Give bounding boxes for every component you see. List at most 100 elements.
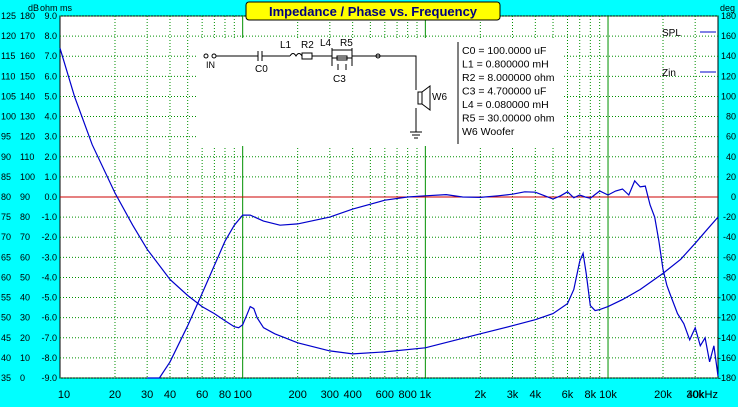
y-tick-label-ohm: 130 <box>20 112 35 122</box>
y-tick-label-deg: -180 <box>718 373 736 383</box>
schematic-label-r2: R2 <box>301 40 314 51</box>
y-tick-label-deg: -120 <box>718 313 736 323</box>
x-tick-label: 30 <box>141 389 153 401</box>
x-tick-label: 10k <box>599 389 617 401</box>
y-tick-label-ms: 2.0 <box>44 152 57 162</box>
y-tick-label-deg: -140 <box>718 333 736 343</box>
x-tick-label: 3k <box>507 389 519 401</box>
y-tick-label-ohm: 110 <box>20 152 34 162</box>
y-axis-label-db: dB <box>28 3 39 13</box>
y-tick-label-ms: -3.0 <box>41 252 57 262</box>
y-tick-label-ms: 0.0 <box>44 192 57 202</box>
junction <box>375 53 381 59</box>
series-line-zin <box>59 48 719 355</box>
inductor-resistor-l1-r2 <box>289 52 332 60</box>
y-tick-label-ohm: 120 <box>20 132 35 142</box>
y-tick-label-spl: 70 <box>1 232 11 242</box>
y-tick-label-ms: -7.0 <box>41 333 57 343</box>
capacitor-c0 <box>216 51 290 61</box>
circuit-schematic: IN C0 L1 R2 L4 R5 C3 W6 C0 = 100.0000 uF L1 = 0.8… <box>196 38 564 146</box>
x-tick-label: 200 <box>288 389 306 401</box>
y-tick-label-ohm: 80 <box>20 212 30 222</box>
y-tick-label-spl: 120 <box>1 31 16 41</box>
x-tick-label: 4k <box>530 389 542 401</box>
y-tick-label-ohm: 150 <box>20 71 35 81</box>
x-tick-label: 10 <box>58 389 70 401</box>
y-tick-label-spl: 75 <box>1 212 11 222</box>
schematic-label-in: IN <box>206 60 215 70</box>
y-tick-label-ms: 9.0 <box>44 11 57 21</box>
component-value-6: W6 Woofer <box>462 126 515 138</box>
x-tick-label: 600 <box>376 389 394 401</box>
x-tick-label: 20k <box>654 389 672 401</box>
component-value-5: R5 = 30.00000 ohm <box>462 113 555 125</box>
y-tick-label-ms: -8.0 <box>41 353 57 363</box>
y-tick-label-deg: 0 <box>731 192 736 202</box>
x-tick-label: 400 <box>343 389 361 401</box>
y-tick-label-spl: 45 <box>1 333 11 343</box>
y-tick-label-ms: 5.0 <box>44 91 57 101</box>
x-tick-label: 2k <box>475 389 487 401</box>
y-tick-label-ohm: 140 <box>20 91 35 101</box>
y-tick-label-deg: -100 <box>718 293 736 303</box>
y-tick-label-spl: 35 <box>1 373 11 383</box>
y-tick-label-ms: 3.0 <box>44 132 57 142</box>
y-tick-label-spl: 125 <box>1 11 16 21</box>
y-tick-label-ohm: 40 <box>20 293 30 303</box>
y-tick-label-ohm: 170 <box>20 31 35 41</box>
y-tick-label-deg: 80 <box>726 112 736 122</box>
y-tick-label-spl: 90 <box>1 152 11 162</box>
y-tick-label-spl: 65 <box>1 252 11 262</box>
legend-entry-zin: Zin <box>662 68 676 79</box>
y-tick-label-deg: 20 <box>726 172 736 182</box>
y-tick-label-ms: -1.0 <box>41 212 57 222</box>
schematic-label-w6: W6 <box>432 92 447 103</box>
schematic-label-l4: L4 <box>320 38 332 49</box>
y-tick-label-deg: 40 <box>726 152 736 162</box>
y-tick-label-spl: 55 <box>1 293 11 303</box>
driver-w6-icon <box>417 85 431 111</box>
y-tick-label-ohm: 20 <box>20 333 30 343</box>
y-tick-label-ms: 8.0 <box>44 31 57 41</box>
y-tick-label-ohm: 0 <box>20 373 25 383</box>
component-value-2: R2 = 8.000000 ohm <box>462 72 555 84</box>
y-axis-label-ohm-ms: ohm ms <box>40 3 73 13</box>
parallel-l4-r5-c3 <box>331 48 353 70</box>
y-tick-label-ohm: 180 <box>20 11 35 21</box>
y-tick-label-spl: 115 <box>1 51 15 61</box>
y-tick-label-ohm: 10 <box>20 353 30 363</box>
y-axis-label-deg: deg <box>720 3 735 13</box>
x-tick-label: 40kHz <box>687 389 718 401</box>
y-tick-label-deg: 60 <box>726 132 736 142</box>
x-tick-label: 1k <box>420 389 432 401</box>
x-tick-label: 30k <box>686 389 704 401</box>
schematic-label-c0: C0 <box>255 64 268 75</box>
y-tick-label-ohm: 90 <box>20 192 30 202</box>
component-value-0: C0 = 100.0000 uF <box>462 45 546 57</box>
y-tick-label-ohm: 160 <box>20 51 35 61</box>
y-tick-label-ms: -9.0 <box>41 373 57 383</box>
y-tick-label-spl: 40 <box>1 353 11 363</box>
y-tick-label-ohm: 30 <box>20 313 30 323</box>
schematic-label-r5: R5 <box>340 38 353 49</box>
y-tick-label-deg: 100 <box>721 91 736 101</box>
chart-title: Impedance / Phase vs. Frequency <box>269 4 478 19</box>
y-tick-label-deg: 180 <box>721 11 736 21</box>
y-tick-label-spl: 100 <box>1 112 16 122</box>
x-tick-label: 300 <box>321 389 339 401</box>
y-tick-label-ms: -5.0 <box>41 293 57 303</box>
y-tick-label-ohm: 60 <box>20 252 30 262</box>
y-tick-label-ohm: 50 <box>20 272 30 282</box>
legend-entry-spl: SPL <box>662 28 681 39</box>
y-tick-label-ms: 7.0 <box>44 51 57 61</box>
y-tick-label-spl: 110 <box>1 71 15 81</box>
x-tick-label: 8k <box>585 389 597 401</box>
y-tick-label-deg: -20 <box>723 212 736 222</box>
y-tick-label-deg: -80 <box>723 272 736 282</box>
y-tick-label-deg: 160 <box>721 31 736 41</box>
y-tick-label-deg: -60 <box>723 252 736 262</box>
y-tick-label-ms: 4.0 <box>44 112 57 122</box>
schematic-label-l1: L1 <box>280 40 292 51</box>
y-tick-label-deg: -160 <box>718 353 736 363</box>
